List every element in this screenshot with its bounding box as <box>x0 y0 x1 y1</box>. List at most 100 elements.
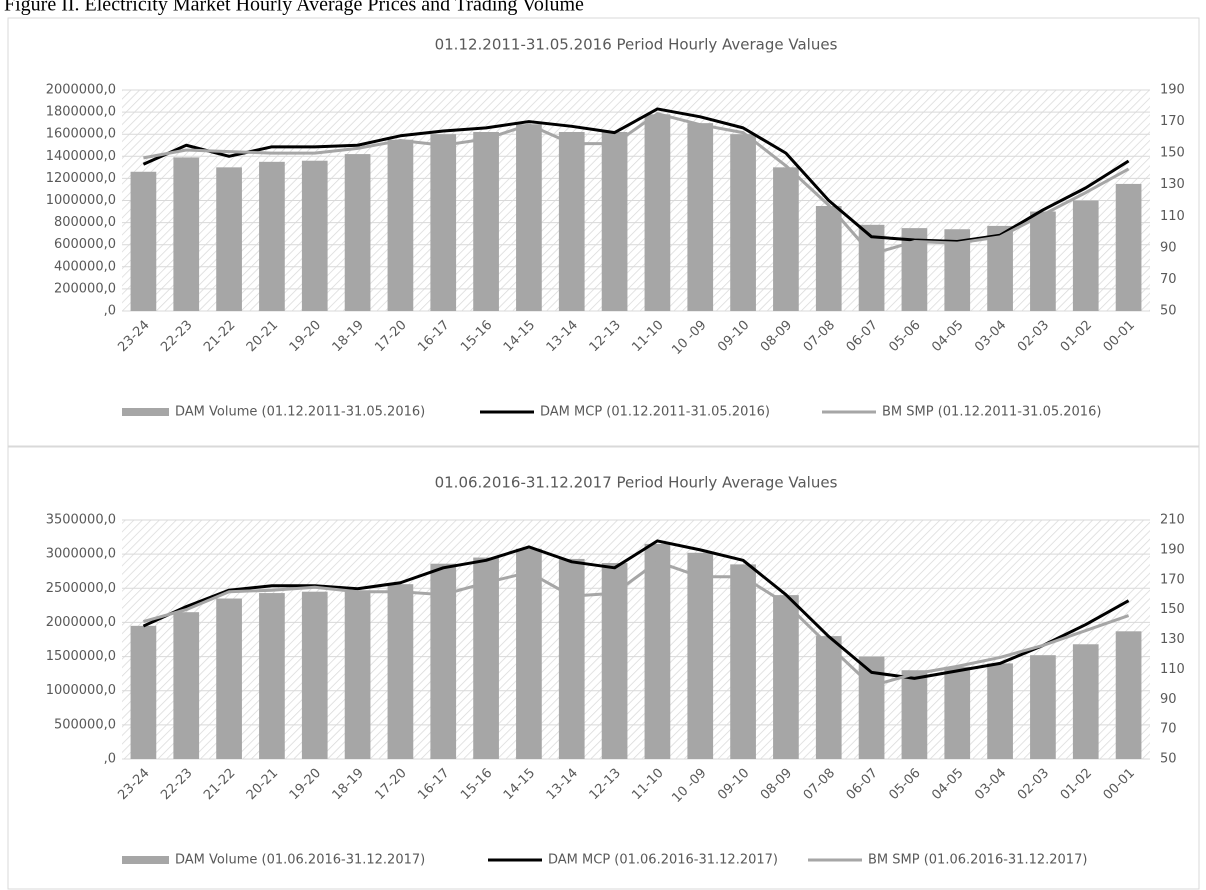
x-tick-label: 08-09 <box>758 766 795 803</box>
y-tick-label: 1500000,0 <box>46 649 116 664</box>
x-tick-label: 16-17 <box>415 318 452 355</box>
x-tick-label: 07-08 <box>801 766 838 803</box>
line <box>143 560 1130 688</box>
bar <box>687 552 714 759</box>
bar <box>1115 183 1142 311</box>
bar <box>558 131 585 311</box>
x-tick-label: 12-13 <box>587 318 624 355</box>
line <box>143 112 1130 256</box>
bar <box>987 225 1013 311</box>
y2-tick-label: 70 <box>1160 722 1177 737</box>
bar <box>387 139 414 311</box>
x-tick-label: 20-21 <box>244 318 281 355</box>
legend-label: DAM Volume (01.06.2016-31.12.2017) <box>175 853 425 868</box>
legend-label: DAM Volume (01.12.2011-31.05.2016) <box>175 405 425 420</box>
x-tick-label: 23-24 <box>115 318 152 355</box>
y-tick-label: 200000,0 <box>54 281 116 296</box>
y-tick-label: 3000000,0 <box>46 547 116 562</box>
x-tick-label: 10 -09 <box>669 766 709 806</box>
legend-label: BM SMP (01.12.2011-31.05.2016) <box>882 405 1101 420</box>
x-tick-label: 01-02 <box>1058 318 1095 355</box>
x-tick-label: 23-24 <box>115 766 152 803</box>
y-tick-label: 400000,0 <box>54 259 116 274</box>
bar <box>1072 200 1099 311</box>
y-tick-label: 1600000,0 <box>46 127 116 142</box>
figure-title: Figure II. Electricity Market Hourly Ave… <box>4 0 584 16</box>
x-tick-label: 13-14 <box>544 766 581 803</box>
line <box>142 107 1130 244</box>
legend-label: DAM MCP (01.06.2016-31.12.2017) <box>548 853 778 868</box>
x-tick-label: 03-04 <box>972 766 1009 803</box>
y-tick-label: 1800000,0 <box>46 105 116 120</box>
plot-area <box>122 520 1150 759</box>
y2-tick-label: 170 <box>1160 572 1185 587</box>
bar <box>1072 644 1099 759</box>
y2-tick-label: 70 <box>1160 272 1177 287</box>
bar <box>130 625 157 759</box>
y-tick-label: 2000000,0 <box>46 83 116 98</box>
bar <box>558 558 585 759</box>
x-tick-label: 00-01 <box>1101 766 1138 803</box>
y2-tick-label: 190 <box>1160 83 1185 98</box>
x-tick-label: 01-02 <box>1058 766 1095 803</box>
x-tick-label: 13-14 <box>544 318 581 355</box>
chart-frame <box>7 446 1200 890</box>
bar <box>301 591 328 759</box>
y2-tick-label: 150 <box>1160 602 1185 617</box>
x-tick-label: 22-23 <box>158 318 195 355</box>
bar <box>815 636 842 759</box>
x-tick-label: 12-13 <box>587 766 624 803</box>
bar <box>644 543 671 759</box>
bar <box>601 131 628 311</box>
y-tick-label: ,0 <box>104 304 116 319</box>
y2-tick-label: 190 <box>1160 542 1185 557</box>
y2-tick-label: 90 <box>1160 692 1177 707</box>
legend-swatch <box>122 408 169 416</box>
y-tick-label: 1200000,0 <box>46 171 116 186</box>
bar <box>216 167 242 311</box>
x-tick-label: 18-19 <box>330 318 367 355</box>
legend-swatch <box>122 856 169 864</box>
x-tick-label: 14-15 <box>501 766 538 803</box>
x-tick-label: 15-16 <box>458 766 495 803</box>
y2-tick-label: 210 <box>1160 513 1185 528</box>
y-tick-label: 1400000,0 <box>46 149 116 164</box>
x-tick-label: 04-05 <box>929 766 966 803</box>
bar <box>344 154 371 311</box>
y-tick-label: ,0 <box>104 752 116 767</box>
x-tick-label: 20-21 <box>244 766 281 803</box>
bar <box>387 584 414 759</box>
x-tick-label: 21-22 <box>201 766 238 803</box>
x-tick-label: 05-06 <box>886 766 923 803</box>
x-tick-label: 07-08 <box>801 318 838 355</box>
x-tick-label: 05-06 <box>886 318 923 355</box>
x-tick-label: 06-07 <box>844 766 881 803</box>
line <box>142 539 1130 680</box>
x-tick-label: 06-07 <box>844 318 881 355</box>
x-tick-label: 10 -09 <box>669 318 709 358</box>
y2-tick-label: 170 <box>1160 114 1185 129</box>
bar <box>173 612 200 759</box>
x-tick-label: 02-03 <box>1015 318 1052 355</box>
bar <box>773 595 799 759</box>
bar <box>344 591 371 759</box>
bar <box>644 114 671 311</box>
x-tick-label: 09-10 <box>715 318 752 355</box>
y2-tick-label: 130 <box>1160 632 1185 647</box>
y2-tick-label: 90 <box>1160 240 1177 255</box>
y2-tick-label: 110 <box>1160 662 1185 677</box>
legend-label: DAM MCP (01.12.2011-31.05.2016) <box>540 405 770 420</box>
bar <box>1030 655 1056 759</box>
y2-tick-label: 50 <box>1160 304 1177 319</box>
bar <box>259 593 285 759</box>
bar <box>259 161 285 311</box>
x-tick-label: 18-19 <box>330 766 367 803</box>
bar <box>173 157 200 311</box>
x-tick-label: 21-22 <box>201 318 238 355</box>
x-tick-label: 16-17 <box>415 766 452 803</box>
y2-tick-label: 130 <box>1160 177 1185 192</box>
x-tick-label: 02-03 <box>1015 766 1052 803</box>
x-tick-label: 11-10 <box>629 318 666 355</box>
